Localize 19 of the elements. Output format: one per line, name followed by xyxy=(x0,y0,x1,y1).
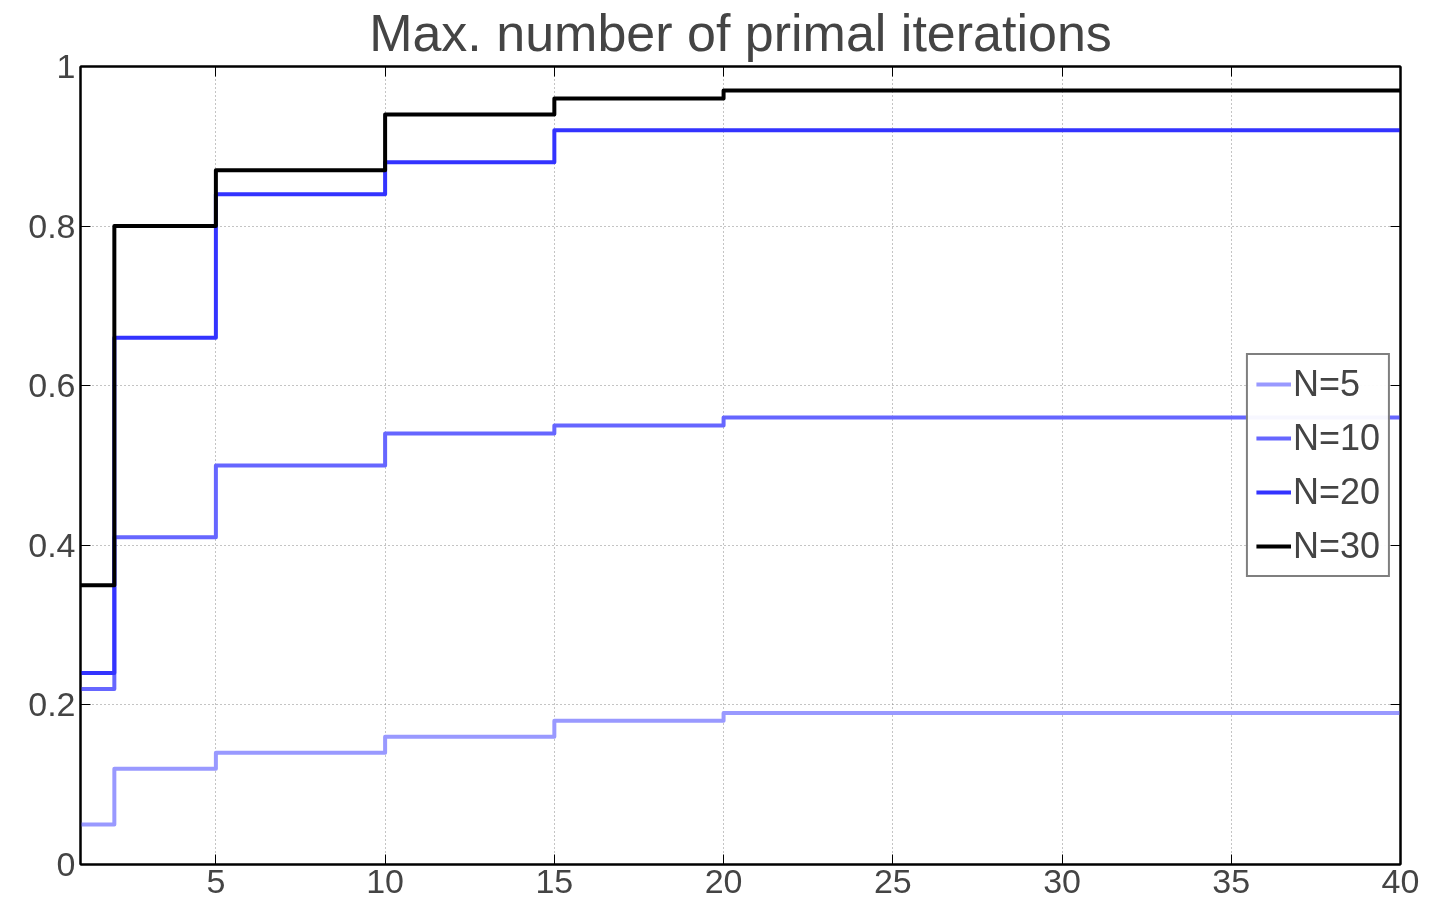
x-tick-label: 15 xyxy=(535,861,574,900)
y-tick-label: 1 xyxy=(56,47,76,85)
y-tick-label: 0.4 xyxy=(28,525,76,564)
x-axis-title: Max. number of primal iterations xyxy=(369,3,1112,62)
x-tick-label: 20 xyxy=(704,861,743,900)
x-tick-label: 25 xyxy=(873,861,912,900)
legend-label: N=5 xyxy=(1292,363,1360,405)
x-tick-label: 40 xyxy=(1381,861,1420,900)
legend-label: N=20 xyxy=(1292,471,1380,513)
y-tick-label: 0.8 xyxy=(28,206,76,245)
x-tick-label: 30 xyxy=(1043,861,1081,900)
x-tick-label: 35 xyxy=(1212,861,1251,900)
y-tick-label: 0.2 xyxy=(28,685,76,724)
y-tick-label: 0 xyxy=(56,845,76,883)
x-tick-label: 5 xyxy=(206,861,226,900)
legend-label: N=30 xyxy=(1292,525,1380,567)
y-tick-label: 0.6 xyxy=(28,366,76,405)
x-tick-label: 10 xyxy=(366,861,405,900)
legend-label: N=10 xyxy=(1292,417,1380,459)
